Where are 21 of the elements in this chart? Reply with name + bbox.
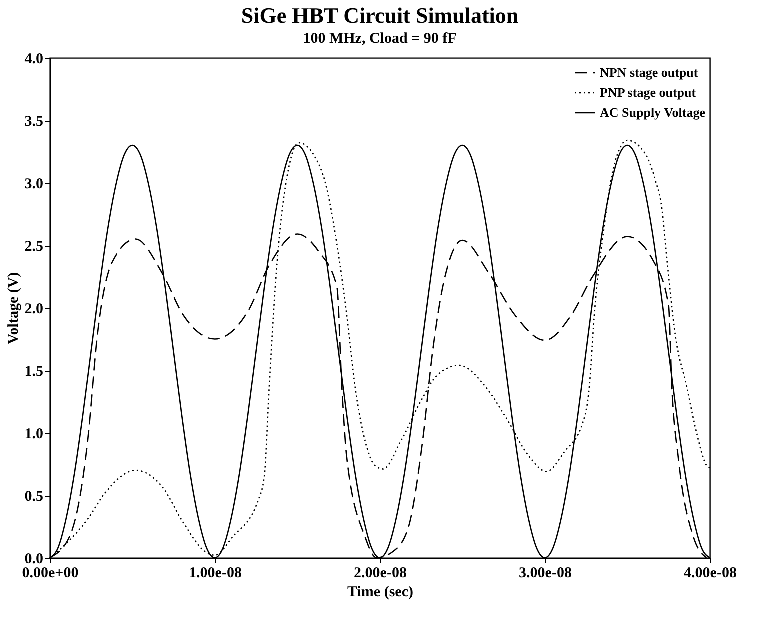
y-tick-label: 3.0 xyxy=(24,176,44,192)
y-tick-label: 0.5 xyxy=(24,489,44,505)
legend-label: AC Supply Voltage xyxy=(600,105,706,120)
y-axis-title: Voltage (V) xyxy=(6,272,22,345)
chart-title: SiGe HBT Circuit Simulation xyxy=(241,3,519,28)
legend-label: PNP stage output xyxy=(600,85,697,100)
y-tick-label: 4.0 xyxy=(24,52,44,68)
x-tick-label: 2.00e-08 xyxy=(354,566,407,582)
y-tick-label: 0.0 xyxy=(24,552,44,568)
y-tick-label: 1.0 xyxy=(24,426,44,442)
x-tick-label: 4.00e-08 xyxy=(684,566,737,582)
x-tick-label: 1.00e-08 xyxy=(189,566,242,582)
x-tick-label: 3.00e-08 xyxy=(519,566,572,582)
y-tick-label: 3.5 xyxy=(24,114,44,130)
chart-subtitle: 100 MHz, Cload = 90 fF xyxy=(303,31,457,47)
y-tick-label: 1.5 xyxy=(24,364,44,380)
legend-label: NPN stage output xyxy=(600,65,699,80)
y-tick-label: 2.0 xyxy=(24,302,44,318)
x-tick-label: 0.00e+00 xyxy=(22,566,79,582)
x-axis-title: Time (sec) xyxy=(348,584,414,600)
y-tick-label: 2.5 xyxy=(24,239,44,255)
